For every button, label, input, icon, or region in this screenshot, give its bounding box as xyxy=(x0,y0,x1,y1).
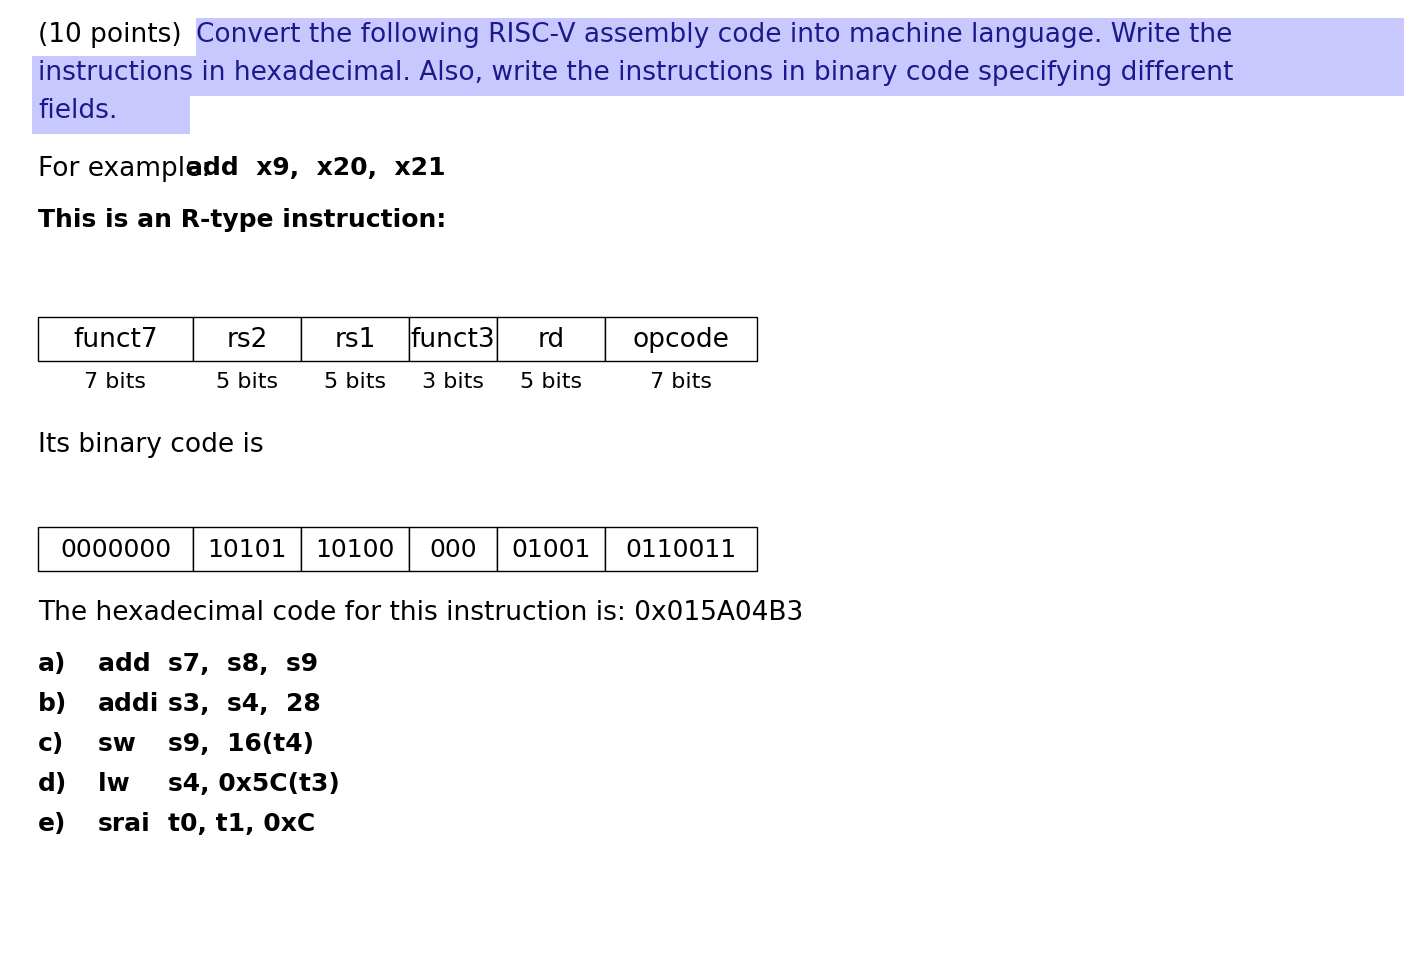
Text: c): c) xyxy=(38,731,64,755)
Text: 7 bits: 7 bits xyxy=(650,371,713,392)
FancyBboxPatch shape xyxy=(301,528,409,572)
Text: The hexadecimal code for this instruction is: 0x015A04B3: The hexadecimal code for this instructio… xyxy=(38,599,803,625)
FancyBboxPatch shape xyxy=(409,528,496,572)
FancyBboxPatch shape xyxy=(38,318,192,361)
FancyBboxPatch shape xyxy=(192,528,301,572)
Text: addi: addi xyxy=(98,692,160,715)
Text: s7,  s8,  s9: s7, s8, s9 xyxy=(168,652,318,675)
FancyBboxPatch shape xyxy=(301,318,409,361)
Text: 0110011: 0110011 xyxy=(625,537,737,562)
FancyBboxPatch shape xyxy=(605,528,756,572)
Text: rs2: rs2 xyxy=(226,326,267,353)
Text: funct3: funct3 xyxy=(410,326,495,353)
FancyBboxPatch shape xyxy=(496,318,605,361)
Text: 5 bits: 5 bits xyxy=(520,371,583,392)
Text: sw: sw xyxy=(98,731,153,755)
Text: srai: srai xyxy=(98,811,151,835)
FancyBboxPatch shape xyxy=(197,19,1404,59)
Text: 5 bits: 5 bits xyxy=(324,371,386,392)
Text: 01001: 01001 xyxy=(512,537,591,562)
FancyBboxPatch shape xyxy=(33,95,189,135)
FancyBboxPatch shape xyxy=(409,318,496,361)
Text: For example:: For example: xyxy=(38,156,219,182)
Text: add  x9,  x20,  x21: add x9, x20, x21 xyxy=(187,156,445,180)
Text: opcode: opcode xyxy=(632,326,730,353)
Text: t0, t1, 0xC: t0, t1, 0xC xyxy=(168,811,315,835)
Text: 5 bits: 5 bits xyxy=(216,371,279,392)
Text: s4, 0x5C(t3): s4, 0x5C(t3) xyxy=(168,771,339,795)
Text: rd: rd xyxy=(537,326,564,353)
Text: e): e) xyxy=(38,811,66,835)
FancyBboxPatch shape xyxy=(496,528,605,572)
Text: lw: lw xyxy=(98,771,147,795)
Text: This is an R-type instruction:: This is an R-type instruction: xyxy=(38,208,447,232)
Text: Convert the following RISC-V assembly code into machine language. Write the: Convert the following RISC-V assembly co… xyxy=(197,21,1233,48)
Text: a): a) xyxy=(38,652,66,675)
FancyBboxPatch shape xyxy=(192,318,301,361)
Text: instructions in hexadecimal. Also, write the instructions in binary code specify: instructions in hexadecimal. Also, write… xyxy=(38,60,1233,86)
Text: funct7: funct7 xyxy=(74,326,158,353)
FancyBboxPatch shape xyxy=(605,318,756,361)
Text: s3,  s4,  28: s3, s4, 28 xyxy=(168,692,321,715)
Text: Its binary code is: Its binary code is xyxy=(38,432,263,457)
Text: 0000000: 0000000 xyxy=(59,537,171,562)
Text: fields.: fields. xyxy=(38,98,117,124)
Text: add: add xyxy=(98,652,160,675)
Text: 7 bits: 7 bits xyxy=(85,371,147,392)
Text: d): d) xyxy=(38,771,68,795)
Text: 10100: 10100 xyxy=(315,537,395,562)
Text: 10101: 10101 xyxy=(208,537,287,562)
Text: s9,  16(t4): s9, 16(t4) xyxy=(168,731,314,755)
Text: 000: 000 xyxy=(430,537,477,562)
Text: (10 points): (10 points) xyxy=(38,21,189,48)
FancyBboxPatch shape xyxy=(38,528,192,572)
Text: rs1: rs1 xyxy=(334,326,376,353)
Text: b): b) xyxy=(38,692,68,715)
Text: 3 bits: 3 bits xyxy=(421,371,484,392)
FancyBboxPatch shape xyxy=(33,57,1404,97)
